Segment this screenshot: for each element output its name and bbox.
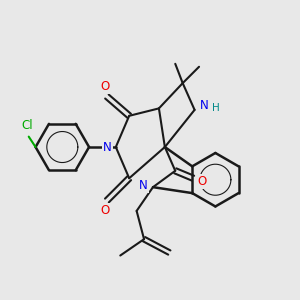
Text: O: O [101, 80, 110, 94]
Text: O: O [197, 175, 207, 188]
Text: N: N [139, 179, 148, 192]
Text: N: N [103, 140, 112, 154]
Text: H: H [212, 103, 220, 113]
Text: N: N [200, 99, 208, 112]
Text: Cl: Cl [21, 119, 33, 132]
Text: O: O [101, 203, 110, 217]
